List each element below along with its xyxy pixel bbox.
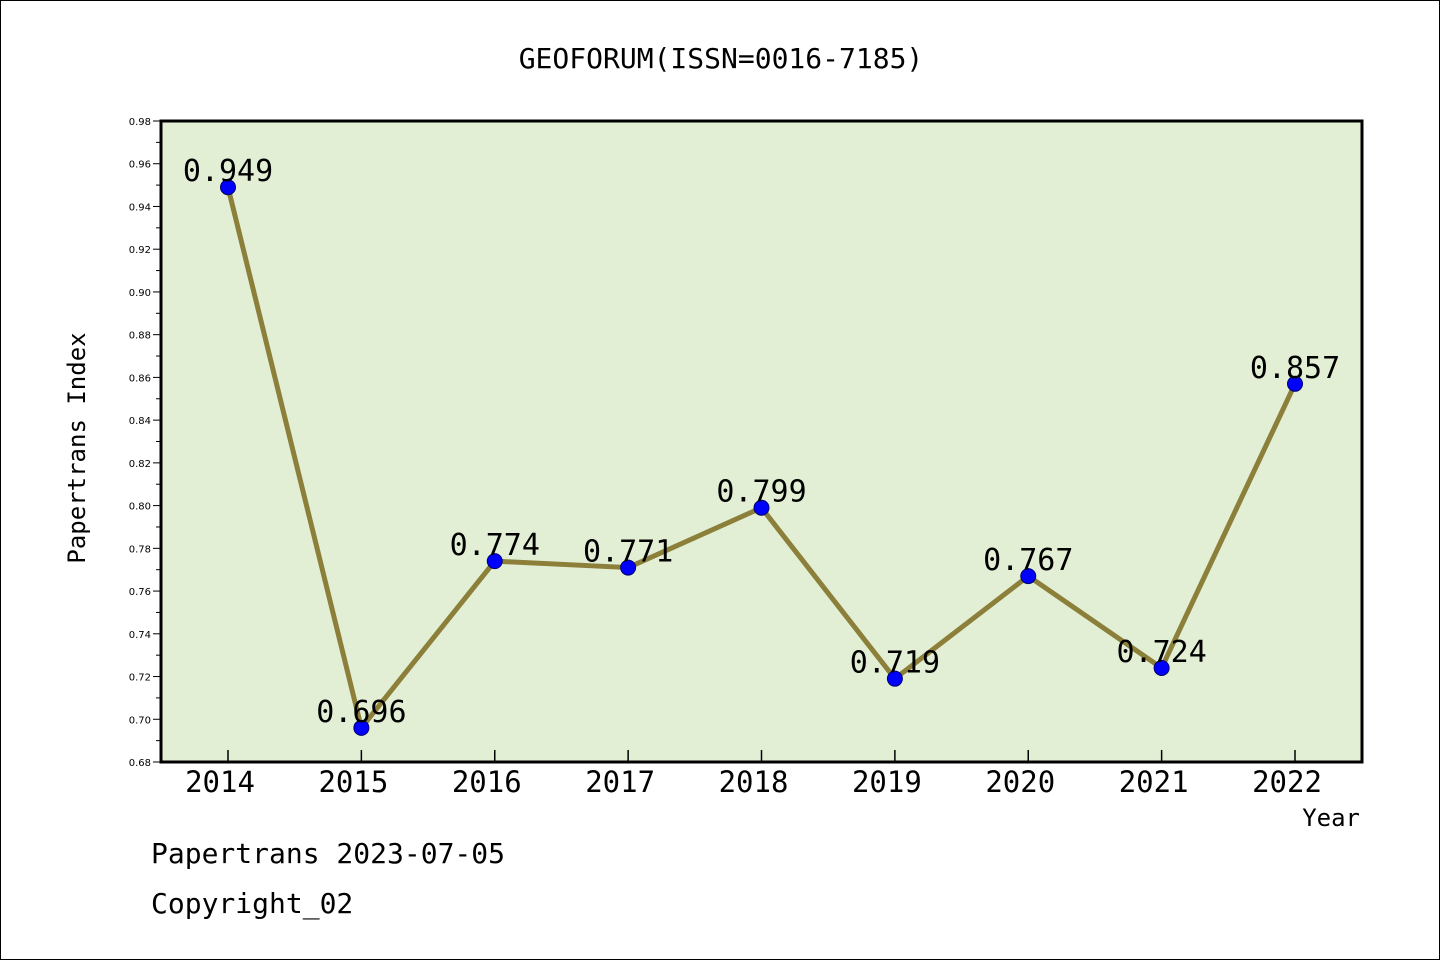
x-tick-label: 2016 — [452, 765, 522, 799]
x-tick-label: 2017 — [585, 765, 655, 799]
y-axis-label: Papertrans Index — [63, 332, 91, 563]
data-label: 0.767 — [983, 543, 1073, 578]
data-label: 0.719 — [850, 646, 940, 681]
x-tick-label: 2021 — [1119, 765, 1189, 799]
x-axis-ticks: 2014 2015 2016 2017 2018 2019 2020 2021 2022 — [185, 750, 1322, 799]
data-point — [353, 719, 370, 736]
x-tick-label: 2015 — [318, 765, 388, 799]
plot-area — [161, 121, 1362, 762]
data-point — [620, 559, 637, 576]
data-label: 0.857 — [1250, 351, 1340, 386]
footer-date: Papertrans 2023-07-05 — [151, 837, 506, 870]
data-point — [486, 553, 503, 570]
y-tick-label: 0.80 — [129, 502, 151, 513]
data-point — [1287, 375, 1303, 392]
chart-title: GEOFORUM(ISSN=0016-7185) — [519, 42, 924, 75]
y-tick-label: 0.84 — [129, 416, 151, 427]
x-tick-label: 2019 — [852, 765, 922, 799]
y-tick-label: 0.82 — [129, 459, 151, 470]
y-tick-label: 0.88 — [129, 331, 151, 342]
x-tick-label: 2020 — [985, 765, 1055, 799]
data-label: 0.949 — [183, 154, 273, 189]
y-tick-label: 0.86 — [129, 373, 151, 384]
data-label: 0.799 — [716, 475, 806, 510]
y-tick-label: 0.68 — [129, 758, 151, 769]
x-tick-label: 2018 — [719, 765, 789, 799]
y-tick-label: 0.92 — [129, 245, 151, 256]
y-tick-label: 0.74 — [129, 630, 151, 641]
data-point — [1153, 659, 1170, 676]
x-axis-label: Year — [1302, 804, 1360, 832]
series-group — [220, 179, 1303, 736]
data-label: 0.771 — [583, 535, 673, 570]
y-tick-label: 0.90 — [129, 288, 151, 299]
y-tick-label: 0.94 — [129, 202, 151, 213]
y-tick-label: 0.78 — [129, 544, 151, 555]
y-tick-label: 0.70 — [129, 715, 151, 726]
footer-copyright: Copyright_02 — [151, 887, 354, 920]
y-tick-label: 0.96 — [129, 160, 151, 171]
y-axis-ticks: 0.68 0.70 0.72 0.74 0.76 0.78 0.80 0.82 0.84 0.86… — [129, 117, 161, 769]
data-labels: 0.949 0.696 0.774 0.771 0.799 0.719 0.767 0.724… — [183, 154, 1340, 730]
y-tick-label: 0.98 — [129, 117, 151, 128]
data-point — [220, 179, 236, 196]
y-tick-label: 0.72 — [129, 673, 151, 684]
data-label: 0.724 — [1116, 635, 1206, 670]
data-point — [1020, 568, 1037, 585]
data-point — [753, 499, 770, 516]
data-point — [886, 670, 903, 687]
x-tick-label: 2022 — [1252, 765, 1322, 799]
x-tick-label: 2014 — [185, 765, 255, 799]
plot-border — [159, 119, 1364, 764]
data-label: 0.774 — [450, 528, 540, 563]
data-label: 0.696 — [316, 695, 406, 730]
y-tick-label: 0.76 — [129, 587, 151, 598]
